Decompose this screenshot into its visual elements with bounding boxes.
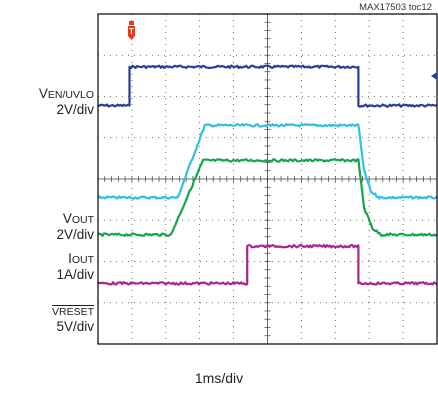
traces bbox=[97, 64, 438, 286]
time-scale-label: 1ms/div bbox=[194, 370, 244, 386]
label-reset: VRESET bbox=[51, 306, 94, 318]
trace-reset bbox=[97, 243, 438, 286]
channel-level-marker bbox=[431, 72, 437, 80]
trigger-marker-label: T bbox=[129, 27, 134, 36]
trace-vout bbox=[97, 123, 438, 200]
label-vout: VOUT bbox=[62, 211, 94, 226]
scale-vout: 2V/div bbox=[56, 227, 94, 242]
trace-iout bbox=[97, 158, 438, 237]
scale-reset: 5V/div bbox=[56, 319, 94, 334]
trace-en_uvlo bbox=[97, 64, 438, 108]
label-iout: IOUT bbox=[68, 251, 94, 266]
figure-id: MAX17503 toc12 bbox=[359, 2, 432, 13]
scale-en-uvlo: 2V/div bbox=[56, 102, 94, 117]
scale-iout: 1A/div bbox=[56, 267, 94, 282]
grid bbox=[97, 13, 438, 345]
label-en-uvlo: VEN/UVLO bbox=[38, 86, 94, 101]
plot-frame bbox=[97, 13, 438, 345]
trigger-marker bbox=[128, 21, 135, 40]
